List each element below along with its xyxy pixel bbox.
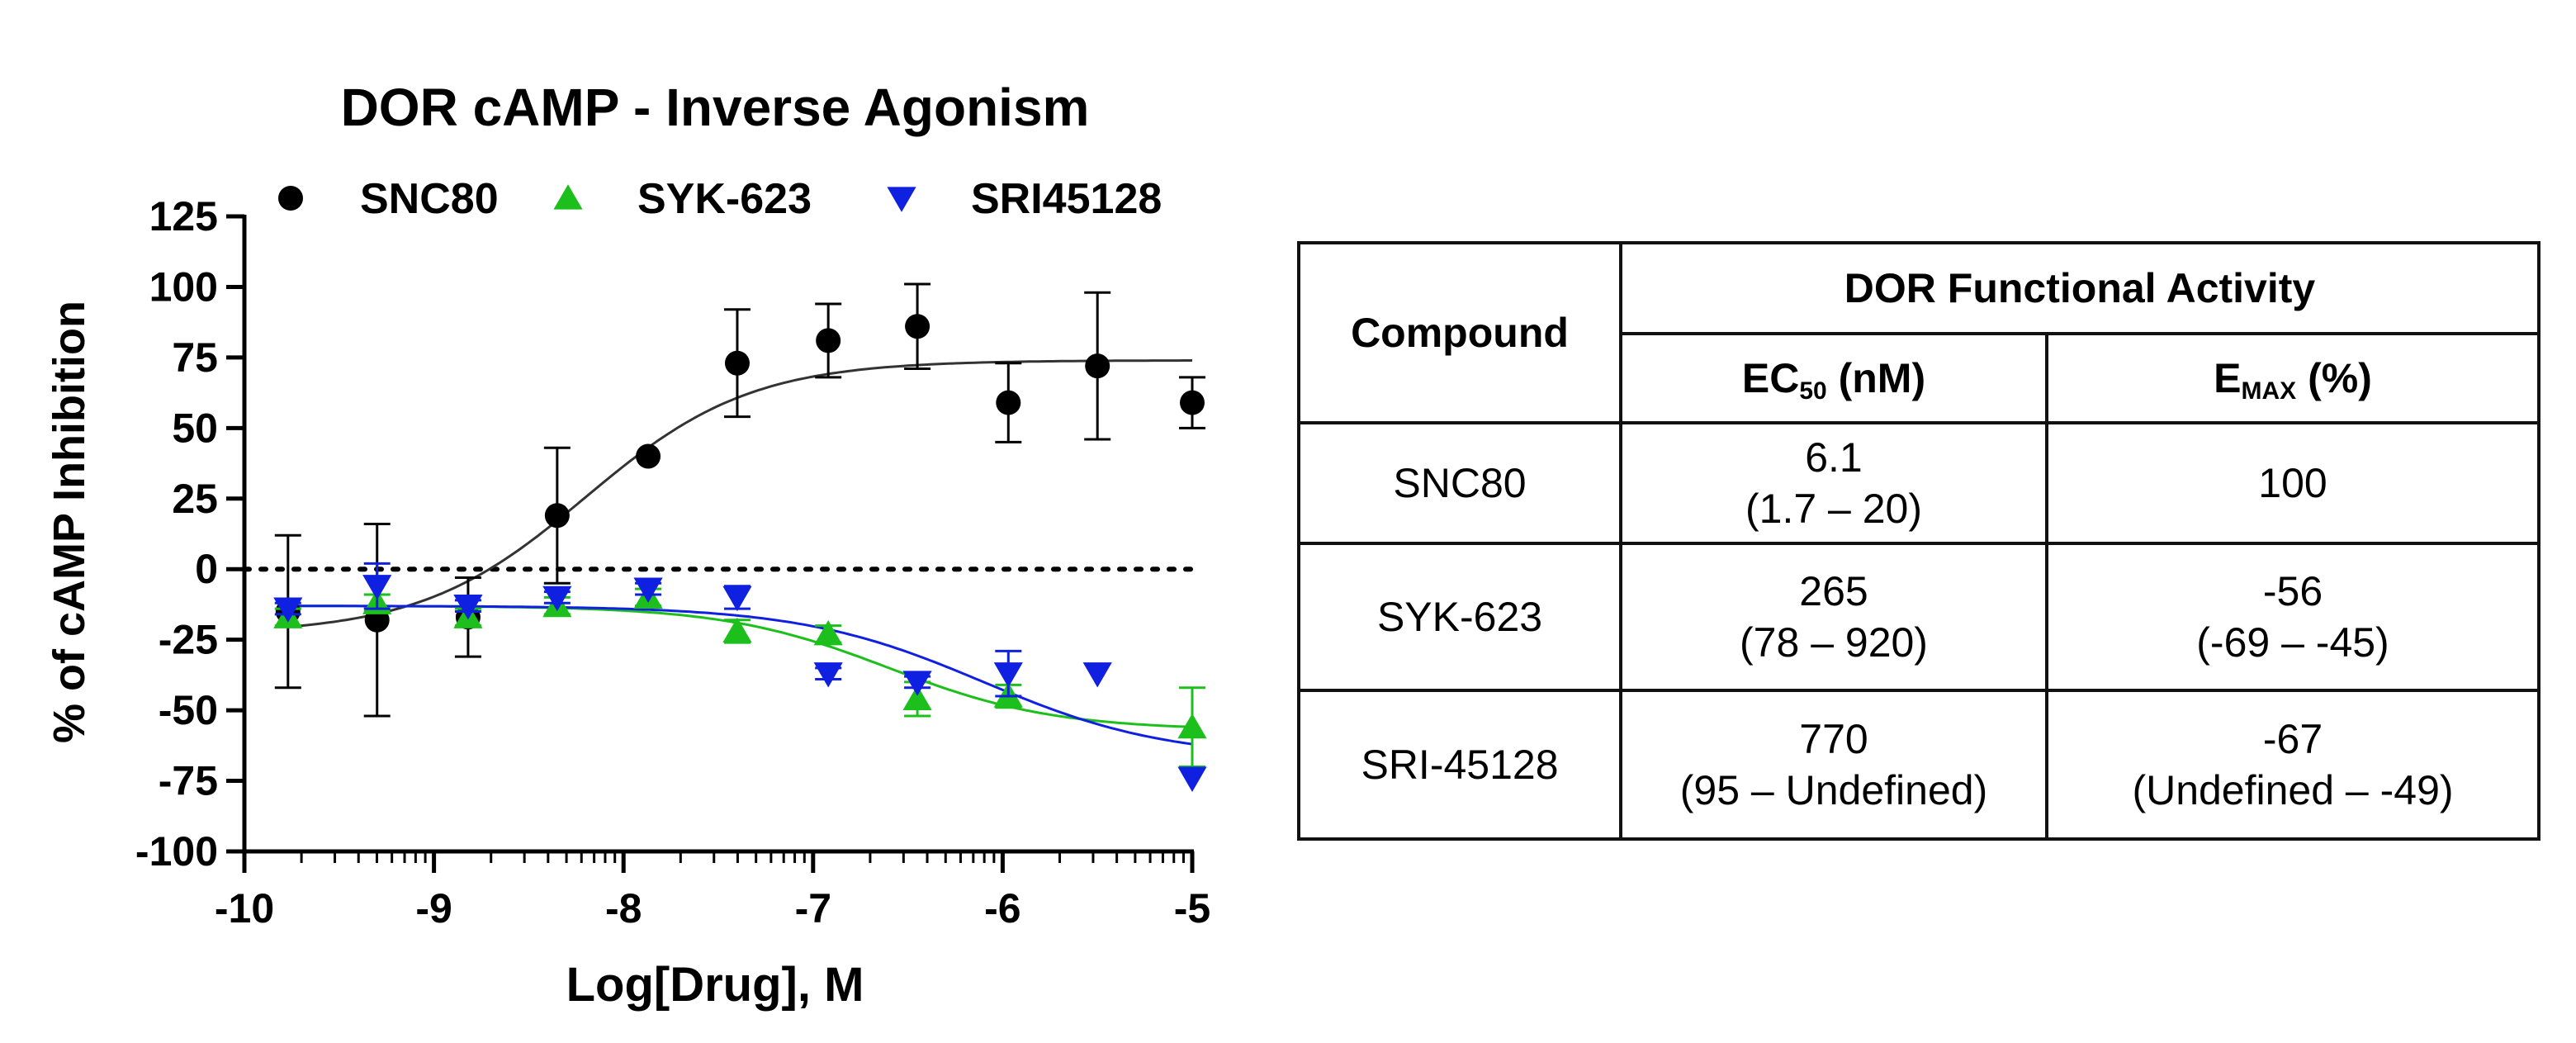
compound-cell: SNC80 — [1297, 421, 1622, 545]
group-header: DOR Functional Activity — [1618, 241, 2541, 335]
sri45128-point — [993, 662, 1023, 688]
emax-cell: 100 — [2044, 421, 2541, 545]
x-tick-label: -5 — [1174, 885, 1210, 932]
syk-623-point — [902, 685, 932, 711]
syk-623-point — [722, 617, 752, 643]
sri45128-point — [362, 575, 392, 600]
sri45128-point — [1177, 766, 1207, 792]
sri45128-point — [453, 595, 483, 620]
y-tick-label: -75 — [159, 758, 218, 804]
y-tick-label: 50 — [172, 405, 218, 451]
syk-623-legend-marker — [553, 184, 583, 210]
x-tick-label: -7 — [795, 885, 831, 932]
ec50-cell: 770 (95 – Undefined) — [1619, 689, 2048, 841]
sri45128-point — [1082, 662, 1112, 688]
x-tick-label: -6 — [984, 885, 1020, 932]
axes: 125 100 75 50 25 0 -25 -50 -75 -100 -10 -9 -8 -7 -6 -5 — [135, 193, 1210, 932]
snc80-point — [544, 503, 570, 529]
y-tick-label: -25 — [159, 617, 218, 663]
emax-header: EMAX (%) — [2044, 332, 2541, 424]
y-tick-label: 25 — [172, 476, 218, 522]
y-tick-label: 75 — [172, 334, 218, 381]
snc80-point — [1085, 353, 1110, 379]
fit-curves — [287, 359, 1193, 746]
emax-cell: -56 (-69 – -45) — [2044, 542, 2541, 692]
y-tick-label: 125 — [149, 193, 218, 239]
x-axis-label: Log[Drug], M — [566, 958, 864, 1012]
x-tick-label: -9 — [415, 885, 452, 932]
dose-response-chart: DOR cAMP - Inverse Agonism SNC80 SYK-623 S… — [45, 78, 1210, 1012]
snc80-fit-curve — [287, 359, 1192, 628]
snc80-legend-marker — [278, 186, 303, 211]
snc80-point — [905, 314, 930, 339]
sri45128-point — [722, 586, 752, 612]
table-row: SYK-623 265 (78 – 920) -56 (-69 – -45) — [1297, 542, 2541, 692]
legend: SNC80 SYK-623 SRI45128 — [278, 175, 1162, 223]
table-row: SNC80 6.1 (1.7 – 20) 100 — [1297, 421, 2541, 545]
snc80-point — [724, 350, 750, 376]
x-tick-label: -8 — [605, 885, 642, 932]
syk-623-point — [813, 620, 843, 646]
data-points — [273, 282, 1207, 792]
ec50-cell: 265 (78 – 920) — [1619, 542, 2048, 692]
sri45128-point — [902, 671, 932, 696]
x-tick-label: -10 — [215, 885, 274, 932]
sri45128-legend-marker — [887, 187, 916, 212]
ec50-cell: 6.1 (1.7 – 20) — [1619, 421, 2048, 545]
functional-activity-table: Compound DOR Functional Activity EC50 (n… — [1297, 241, 2541, 841]
chart-title: DOR cAMP - Inverse Agonism — [341, 78, 1090, 137]
y-tick-label: 0 — [195, 546, 218, 592]
y-axis-label: % of cAMP Inhibition — [45, 301, 94, 743]
sri45128-point — [813, 662, 843, 688]
compound-header: Compound — [1297, 241, 1622, 424]
compound-cell: SYK-623 — [1297, 542, 1622, 692]
snc80-legend-label: SNC80 — [360, 175, 499, 223]
y-tick-label: -100 — [135, 828, 218, 875]
snc80-point — [816, 328, 841, 353]
sri45128-fit-curve — [287, 604, 1193, 746]
sri45128-point — [542, 586, 572, 612]
table-row: SRI-45128 770 (95 – Undefined) -67 (Undefi… — [1297, 689, 2541, 841]
snc80-point — [636, 443, 661, 469]
y-tick-label: 100 — [149, 263, 218, 310]
sri45128-legend-label: SRI45128 — [971, 175, 1162, 223]
syk-623-legend-label: SYK-623 — [637, 175, 812, 223]
sri45128-point — [273, 597, 303, 623]
snc80-point — [1180, 390, 1205, 415]
snc80-point — [996, 390, 1021, 415]
sri45128-point — [633, 577, 663, 603]
syk-623-point — [1177, 713, 1207, 739]
ec50-header: EC50 (nM) — [1619, 332, 2048, 424]
emax-cell: -67 (Undefined – -49) — [2044, 689, 2541, 841]
compound-cell: SRI-45128 — [1297, 689, 1622, 841]
y-tick-label: -50 — [159, 687, 218, 733]
